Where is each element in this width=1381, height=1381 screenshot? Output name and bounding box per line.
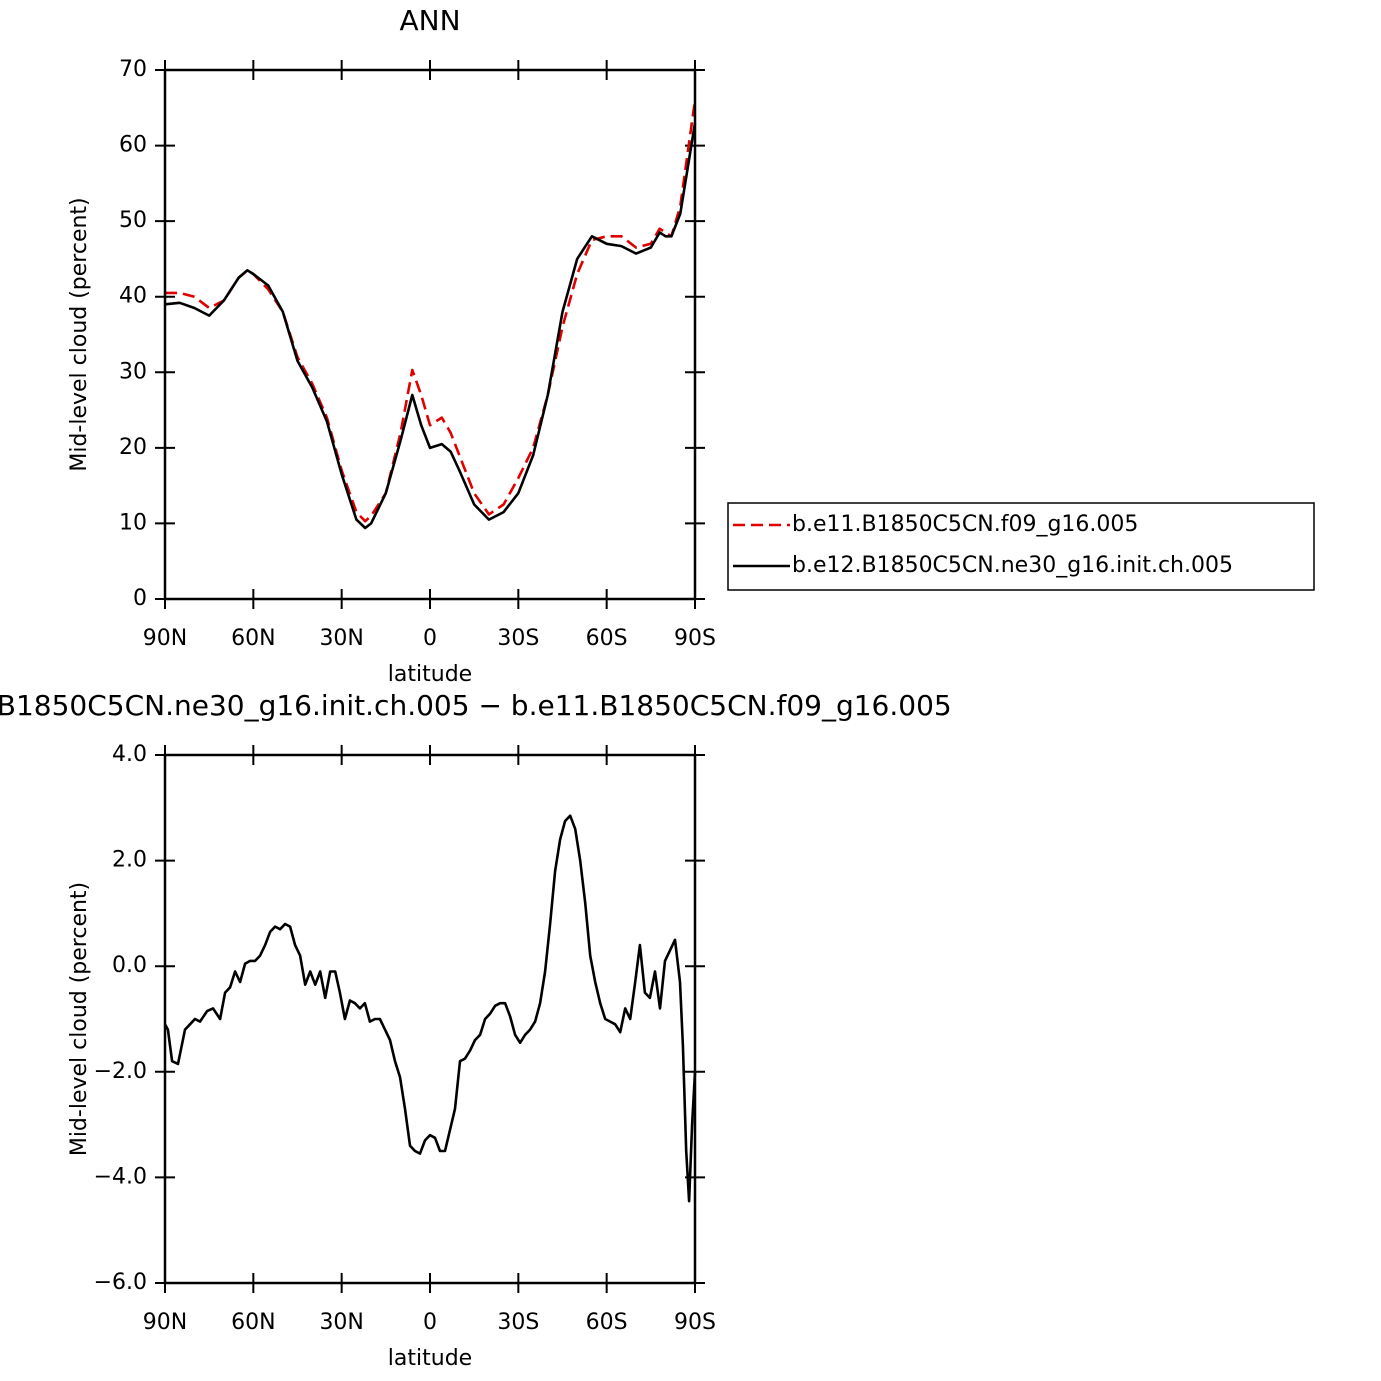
- y-tick-label: 50: [119, 208, 147, 233]
- y-tick-label: 0.0: [112, 953, 147, 978]
- y-tick-label: 4.0: [112, 742, 147, 767]
- legend-box: [727, 502, 1315, 591]
- x-tick-label: 90N: [143, 1310, 187, 1335]
- plot-frame: [163, 68, 697, 601]
- x-tick-label: 30S: [497, 1310, 539, 1335]
- x-axis-label: latitude: [388, 662, 472, 687]
- legend-label: b.e11.B1850C5CN.f09_g16.005: [792, 512, 1138, 537]
- chart-title: ANN: [399, 4, 460, 37]
- y-tick-label: 0: [133, 586, 147, 611]
- data-line: [165, 100, 697, 523]
- x-tick-label: 30S: [497, 626, 539, 651]
- x-tick-label: 60S: [586, 626, 628, 651]
- chart-title: b.e12.B1850C5CN.ne30_g16.init.ch.005 − b…: [0, 689, 952, 722]
- y-axis-label: Mid-level cloud (percent): [67, 197, 92, 471]
- x-tick-label: 60N: [231, 1310, 275, 1335]
- data-line: [164, 122, 697, 530]
- data-line: [163, 814, 697, 1203]
- y-tick-label: 10: [119, 510, 147, 535]
- plot-frame: [163, 753, 697, 1285]
- y-tick-label: 70: [119, 57, 147, 82]
- y-tick-label: 40: [119, 284, 147, 309]
- legend-label: b.e12.B1850C5CN.ne30_g16.init.ch.005: [792, 553, 1233, 578]
- x-tick-label: 30N: [319, 1310, 363, 1335]
- y-axis-label: Mid-level cloud (percent): [67, 882, 92, 1156]
- y-tick-label: 30: [119, 359, 147, 384]
- x-axis-label: latitude: [388, 1346, 472, 1371]
- x-tick-label: 60N: [231, 626, 275, 651]
- x-tick-label: 30N: [319, 626, 363, 651]
- x-tick-label: 0: [423, 626, 437, 651]
- x-tick-label: 90N: [143, 626, 187, 651]
- y-tick-label: −6.0: [94, 1270, 147, 1295]
- y-tick-label: 2.0: [112, 848, 147, 873]
- x-tick-label: 60S: [586, 1310, 628, 1335]
- x-tick-label: 0: [423, 1310, 437, 1335]
- y-tick-label: −4.0: [94, 1164, 147, 1189]
- y-tick-label: 60: [119, 133, 147, 158]
- y-tick-label: 20: [119, 435, 147, 460]
- x-tick-label: 90S: [674, 1310, 716, 1335]
- y-tick-label: −2.0: [94, 1059, 147, 1084]
- x-tick-label: 90S: [674, 626, 716, 651]
